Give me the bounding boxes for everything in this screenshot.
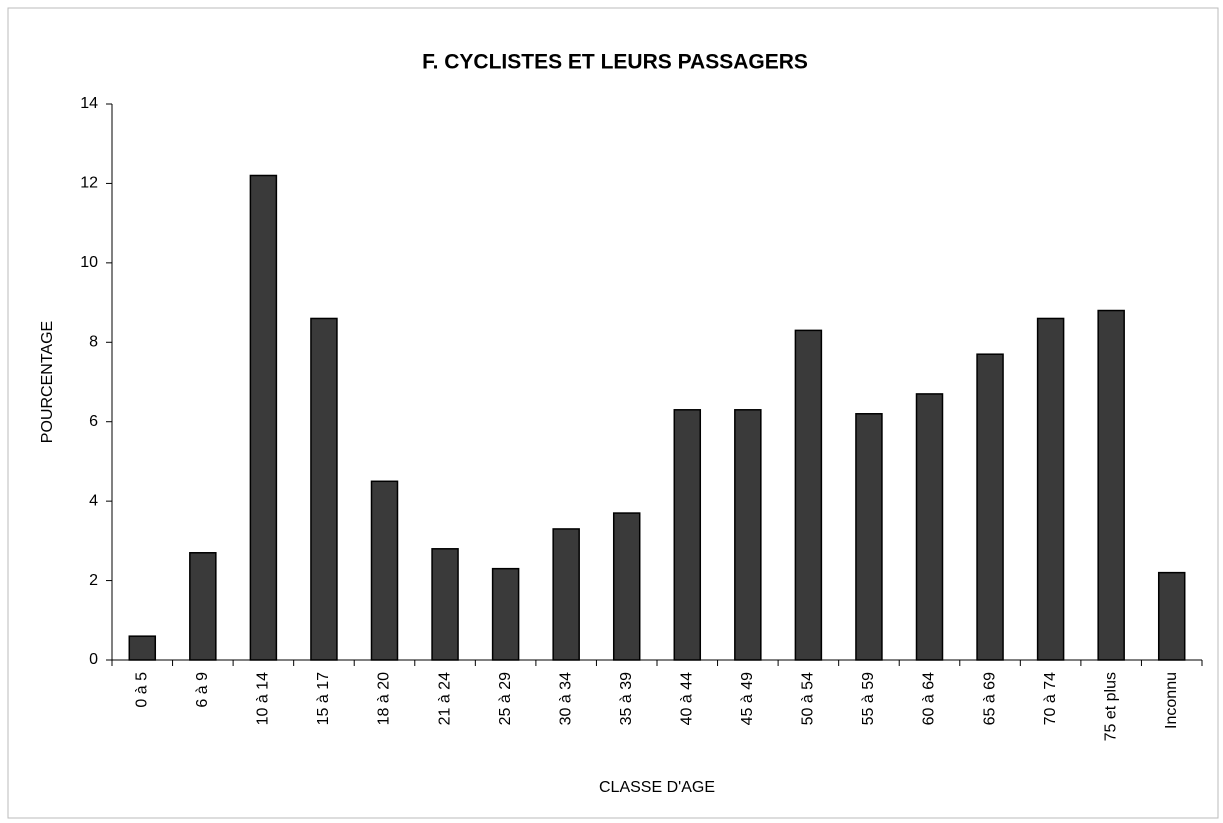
x-tick-label: 21 à 24	[436, 672, 453, 725]
x-tick-label: 45 à 49	[739, 672, 756, 725]
bar	[915, 393, 944, 661]
bar	[431, 548, 459, 661]
x-tick-label: 18 à 20	[376, 672, 393, 725]
x-tick-label: 0 à 5	[133, 672, 150, 708]
bar	[189, 552, 217, 661]
x-tick-label: 75 et plus	[1102, 672, 1119, 741]
x-tick-label: 60 à 64	[921, 672, 938, 725]
y-tick-label: 8	[89, 334, 98, 351]
x-tick-label: Inconnu	[1163, 672, 1180, 729]
x-tick-label: 15 à 17	[315, 672, 332, 725]
x-tick-label: 70 à 74	[1042, 672, 1059, 725]
bar	[855, 413, 883, 661]
chart-frame	[7, 7, 1219, 819]
bar	[734, 409, 762, 661]
bar	[128, 635, 157, 661]
x-tick-label: 40 à 44	[678, 672, 695, 725]
bar	[1097, 309, 1125, 661]
y-tick-label: 2	[89, 572, 98, 589]
y-tick-label: 10	[80, 254, 98, 271]
y-tick-label: 4	[89, 492, 98, 509]
chart-title: F. CYCLISTES ET LEURS PASSAGERS	[422, 51, 808, 74]
bar	[1157, 571, 1186, 661]
x-tick-label: 50 à 54	[800, 672, 817, 725]
x-tick-label: 6 à 9	[194, 672, 211, 708]
y-tick-label: 0	[89, 651, 98, 668]
bar	[491, 567, 520, 661]
x-tick-label: 65 à 69	[981, 672, 998, 725]
x-axis-title: CLASSE D'AGE	[599, 779, 715, 796]
bar	[249, 174, 278, 661]
y-tick-label: 6	[89, 413, 98, 430]
bar	[310, 317, 338, 661]
bar	[976, 353, 1004, 661]
bar	[612, 512, 641, 661]
y-tick-label: 12	[80, 175, 98, 192]
x-tick-label: 25 à 29	[497, 672, 514, 725]
bar	[794, 329, 823, 661]
bar	[552, 528, 580, 661]
x-tick-label: 30 à 34	[557, 672, 574, 725]
y-axis-title: POURCENTAGE	[39, 321, 56, 443]
bar	[370, 480, 399, 661]
x-tick-label: 55 à 59	[860, 672, 877, 725]
y-tick-label: 14	[80, 95, 98, 112]
x-tick-label: 10 à 14	[255, 672, 272, 725]
bar	[673, 409, 702, 661]
bar	[1036, 317, 1065, 661]
x-tick-label: 35 à 39	[618, 672, 635, 725]
